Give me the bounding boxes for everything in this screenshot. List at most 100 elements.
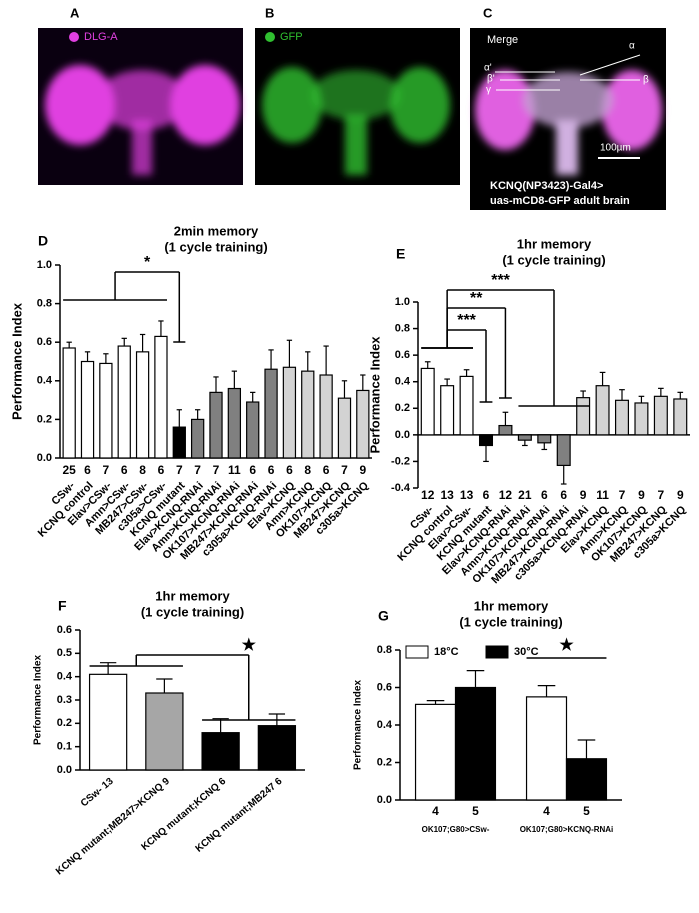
caption: KCNQ(NP3423)-Gal4> <box>490 180 603 192</box>
y-tick-label: -0.4 <box>391 482 411 494</box>
bar <box>478 434 494 447</box>
annotation: α <box>629 41 635 52</box>
y-tick-label: 0.0 <box>57 764 72 776</box>
sample-size: 7 <box>194 463 201 477</box>
sample-size: 12 <box>421 488 435 502</box>
bar <box>565 758 608 801</box>
y-tick-label: 0.5 <box>57 647 72 659</box>
annotation: α' <box>484 63 492 74</box>
x-tick-label: CSw- 13 <box>79 776 116 810</box>
legend-dot <box>69 32 79 42</box>
bar <box>209 391 223 459</box>
sample-size: 5 <box>583 804 590 818</box>
panel-letter: D <box>38 233 48 249</box>
caption: uas-mCD8-GFP adult brain <box>490 195 630 207</box>
y-tick-label: 0.6 <box>395 349 410 361</box>
bar <box>614 399 630 436</box>
significance-label: ★ <box>559 637 574 654</box>
y-tick-label: 0.6 <box>37 336 52 348</box>
annotation: β <box>643 75 649 86</box>
image-label: DLG-A <box>84 31 118 43</box>
sample-size: 6 <box>158 463 165 477</box>
bar <box>673 398 688 436</box>
panel-letter: F <box>58 598 67 614</box>
bar <box>517 434 532 441</box>
bar <box>525 696 568 801</box>
bar <box>154 335 168 459</box>
sample-size: 6 <box>84 463 91 477</box>
bar <box>301 370 315 459</box>
sample-size: 6 <box>268 463 275 477</box>
sample-size: 4 <box>543 804 550 818</box>
significance-label: ** <box>470 290 483 307</box>
chart-title: 1hr memory <box>155 588 230 603</box>
y-tick-label: 0.0 <box>395 429 410 441</box>
bar <box>62 347 76 459</box>
y-tick-label: 0.2 <box>377 756 392 768</box>
y-tick-label: 0.4 <box>377 719 393 731</box>
bar <box>117 345 131 459</box>
sample-size: 9 <box>677 488 684 502</box>
bar <box>595 385 610 436</box>
bar <box>537 434 552 444</box>
legend-swatch <box>405 645 429 659</box>
x-tick-label: KCNQ mutant;MB247>KCNQ 9 <box>54 776 172 878</box>
bar <box>190 418 205 459</box>
bar <box>556 434 571 467</box>
y-tick-label: 0.8 <box>37 298 52 310</box>
y-tick-label: 0.8 <box>377 644 392 656</box>
sample-size: 13 <box>460 488 474 502</box>
y-tick-label: 0.2 <box>57 717 72 729</box>
image-a <box>38 28 243 185</box>
bar <box>634 402 649 436</box>
y-axis-label: Performance Index <box>353 680 364 770</box>
sample-size: 11 <box>596 488 609 502</box>
sample-size: 6 <box>249 463 256 477</box>
legend-swatch <box>485 645 509 659</box>
bar <box>135 351 150 459</box>
bar <box>264 368 278 459</box>
sample-size: 7 <box>341 463 348 477</box>
y-tick-label: 0.0 <box>37 452 52 464</box>
y-axis-label: Performance Index <box>367 336 382 454</box>
bar <box>282 366 297 459</box>
chart-subtitle: (1 cycle training) <box>164 239 267 254</box>
sample-size: 13 <box>440 488 454 502</box>
y-tick-label: 0.4 <box>395 376 411 388</box>
image-c <box>470 28 666 210</box>
chart-title: 1hr memory <box>517 236 592 251</box>
y-tick-label: 0.4 <box>57 671 73 683</box>
sample-size: 7 <box>619 488 626 502</box>
bar <box>227 387 242 459</box>
sample-size: 9 <box>580 488 587 502</box>
sample-size: 4 <box>432 804 439 818</box>
bar <box>99 362 113 459</box>
sample-size: 6 <box>541 488 548 502</box>
annotation: γ <box>486 85 491 96</box>
y-tick-label: 0.6 <box>57 624 72 636</box>
sample-size: 8 <box>139 463 146 477</box>
legend-label: 18°C <box>434 646 459 658</box>
scale-bar-label: 100µm <box>600 143 631 154</box>
significance-label: *** <box>457 312 476 329</box>
sample-size: 5 <box>472 804 479 818</box>
legend-label: 30°C <box>514 646 539 658</box>
chart-subtitle: (1 cycle training) <box>459 614 562 629</box>
y-axis-label: Performance Index <box>9 302 24 420</box>
bar <box>337 397 352 459</box>
chart-subtitle: (1 cycle training) <box>141 604 244 619</box>
bar <box>172 426 186 459</box>
bar <box>319 374 333 459</box>
sample-size: 25 <box>62 463 76 477</box>
panel-letter: B <box>265 5 274 20</box>
y-tick-label: -0.2 <box>391 455 410 467</box>
sample-size: 9 <box>359 463 366 477</box>
bar <box>454 686 497 801</box>
y-tick-label: 1.0 <box>37 259 52 271</box>
chart-title: 2min memory <box>174 223 259 238</box>
bar <box>80 360 95 459</box>
y-axis-label: Performance Index <box>33 655 44 745</box>
sample-size: 11 <box>228 463 241 477</box>
y-tick-label: 0.0 <box>377 794 392 806</box>
